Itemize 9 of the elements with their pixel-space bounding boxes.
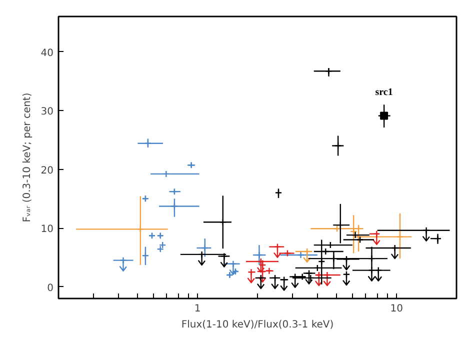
y-tick-label: 10 <box>40 224 54 235</box>
y-axis-title: Fᵥₐᵣ (0.3-10 keV; per cent) <box>22 92 33 222</box>
x-axis-title: Flux(1-10 keV)/Flux(0.3-1 keV) <box>181 320 334 330</box>
y-tick-label: 30 <box>40 106 54 118</box>
annotation: src1 <box>375 86 393 98</box>
y-tick-label: 20 <box>40 165 54 176</box>
y-tick-label: 0 <box>47 282 54 294</box>
y-tick-label: 40 <box>40 48 54 59</box>
x-tick-label: 1 <box>194 304 201 314</box>
